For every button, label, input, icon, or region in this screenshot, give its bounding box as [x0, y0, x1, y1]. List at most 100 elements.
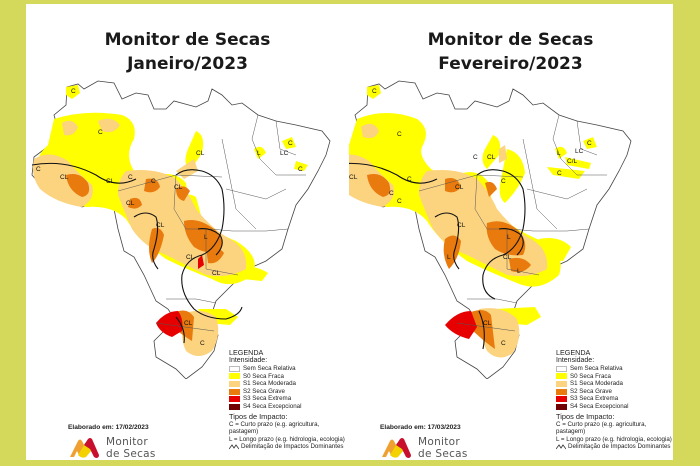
svg-text:CL: CL: [483, 320, 492, 327]
svg-text:CL: CL: [186, 254, 195, 261]
swatch-s0: [229, 373, 240, 380]
wavy-line-icon: [229, 444, 239, 450]
swatch-none: [556, 365, 567, 372]
map-january: Monitor de Secas Janeiro/2023: [26, 4, 349, 460]
swatch-s2: [229, 388, 240, 395]
logo-line1: Monitor: [418, 436, 461, 448]
swatch-s3: [229, 396, 240, 403]
svg-text:C: C: [36, 166, 41, 173]
legend-item: Sem Seca Relativa: [556, 365, 672, 373]
legend-item: S0 Seca Fraca: [556, 373, 672, 381]
swatch-s2: [556, 388, 567, 395]
logo-line2: de Secas: [106, 448, 156, 460]
swatch-s1: [556, 380, 567, 387]
legend-item: S3 Seca Extrema: [229, 395, 349, 403]
map-subtitle: Fevereiro/2023: [438, 54, 583, 74]
map-title: Monitor de Secas: [104, 30, 271, 50]
svg-text:L: L: [257, 150, 261, 157]
swatch-s0: [556, 373, 567, 380]
swatch-s4: [556, 403, 567, 410]
legend-item: S1 Seca Moderada: [556, 380, 672, 388]
legend-intensity-label: Intensidade:: [229, 357, 268, 364]
legend-item: S1 Seca Moderada: [229, 380, 349, 388]
logo-line1: Monitor: [106, 436, 149, 448]
svg-text:CL: CL: [106, 178, 115, 185]
svg-text:CL: CL: [174, 184, 183, 191]
svg-text:C: C: [473, 154, 478, 161]
drought-map-february: C C CL C C C CL C C CL L C LC C/L C CL L…: [349, 80, 632, 379]
page-panel: Monitor de Secas Janeiro/2023: [26, 4, 673, 460]
legend: LEGENDA Intensidade: Sem Seca Relativa S…: [229, 349, 349, 451]
map-february: Monitor de Secas Fevereiro/2023: [349, 4, 672, 460]
svg-text:CL: CL: [184, 320, 193, 327]
svg-text:LC: LC: [280, 150, 289, 157]
map-title: Monitor de Secas: [427, 30, 594, 50]
drought-map-january: C C CL C C CL C CL CL CL L CL CL CL C L …: [31, 80, 331, 379]
svg-text:C: C: [557, 170, 562, 177]
impact-delimitation: Delimitação de Impactos Dominantes: [229, 443, 349, 451]
legend-intensity-label: Intensidade:: [556, 357, 595, 364]
legend-item: S0 Seca Fraca: [229, 373, 349, 381]
svg-text:LC: LC: [575, 148, 584, 155]
svg-text:C: C: [200, 340, 205, 347]
svg-text:CL: CL: [156, 222, 165, 229]
swatch-s1: [229, 380, 240, 387]
svg-text:L: L: [507, 234, 511, 241]
legend: LEGENDA Intensidade: Sem Seca Relativa S…: [556, 349, 672, 451]
elaborated-date: Elaborado em: 17/03/2023: [380, 424, 461, 431]
svg-text:C: C: [501, 178, 506, 185]
svg-text:CL: CL: [196, 150, 205, 157]
svg-text:L: L: [557, 150, 561, 157]
svg-text:C: C: [397, 131, 402, 138]
impact-delimitation: Delimitação de Impactos Dominantes: [556, 443, 672, 451]
legend-title: LEGENDA: [229, 348, 264, 357]
elaborated-date: Elaborado em: 17/02/2023: [68, 424, 149, 431]
svg-text:C: C: [71, 88, 76, 95]
legend-title: LEGENDA: [556, 348, 591, 357]
svg-text:C: C: [407, 176, 412, 183]
svg-text:C: C: [372, 88, 377, 95]
svg-text:C: C: [397, 198, 402, 205]
logo-line2: de Secas: [418, 448, 468, 460]
svg-text:C: C: [501, 340, 506, 347]
impact-long: L = Longo prazo (e.g. hidrologia, ecolog…: [556, 435, 672, 443]
logo-mark-icon: [70, 438, 99, 458]
svg-text:C: C: [128, 174, 133, 181]
svg-text:CL: CL: [126, 200, 135, 207]
logo-mark-icon: [382, 438, 411, 458]
legend-item: S2 Seca Grave: [229, 388, 349, 396]
wavy-line-icon: [556, 444, 566, 450]
svg-text:C: C: [288, 140, 293, 147]
impact-long: L = Longo prazo (e.g. hidrologia, ecolog…: [229, 435, 345, 443]
svg-text:C: C: [298, 166, 303, 173]
impact-short: C = Curto prazo (e.g. agricultura, pasta…: [229, 420, 320, 436]
impact-title: Tipos de Impacto:: [229, 411, 288, 421]
legend-item: Sem Seca Relativa: [229, 365, 349, 373]
impact-title: Tipos de Impacto:: [556, 411, 615, 421]
swatch-s4: [229, 403, 240, 410]
svg-text:CL: CL: [487, 154, 496, 161]
svg-text:CL: CL: [503, 254, 512, 261]
map-subtitle: Janeiro/2023: [127, 54, 248, 74]
svg-text:CL: CL: [212, 270, 221, 277]
swatch-s3: [556, 396, 567, 403]
impact-short: C = Curto prazo (e.g. agricultura, pasta…: [556, 420, 647, 436]
svg-text:CL: CL: [349, 174, 358, 181]
monitor-de-secas-logo: Monitor de Secas: [380, 436, 468, 460]
svg-text:C: C: [587, 140, 592, 147]
logo-text: Monitor de Secas: [418, 436, 468, 460]
svg-text:CL: CL: [60, 174, 69, 181]
svg-text:CL: CL: [457, 222, 466, 229]
legend-item: S2 Seca Grave: [556, 388, 672, 396]
monitor-de-secas-logo: Monitor de Secas: [68, 436, 156, 460]
svg-text:L: L: [447, 254, 451, 261]
legend-item: S4 Seca Excepcional: [229, 403, 349, 411]
svg-text:CL: CL: [455, 184, 464, 191]
svg-text:C: C: [151, 178, 156, 185]
svg-text:C/L: C/L: [567, 158, 578, 165]
logo-text: Monitor de Secas: [106, 436, 156, 460]
swatch-none: [229, 365, 240, 372]
legend-item: S3 Seca Extrema: [556, 395, 672, 403]
svg-text:C: C: [98, 129, 103, 136]
svg-text:L: L: [204, 234, 208, 241]
